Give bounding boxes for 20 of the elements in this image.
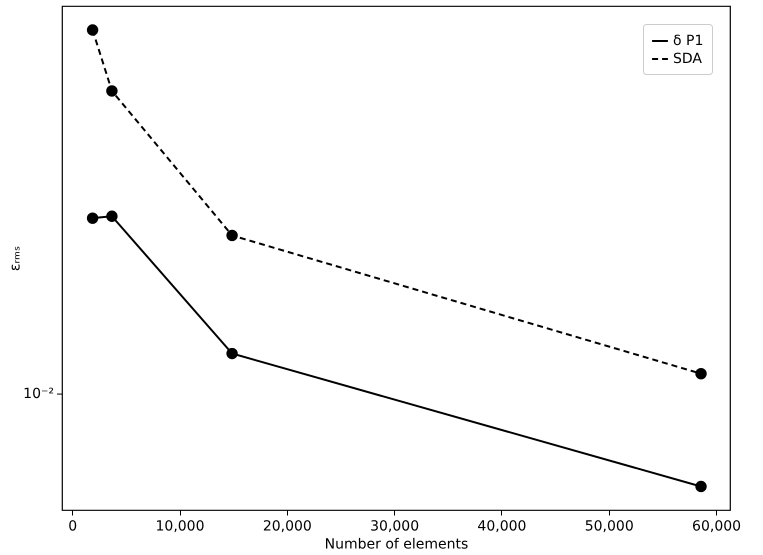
- legend-label: δ P1: [673, 33, 704, 49]
- x-tick-label: 10,000: [156, 518, 205, 534]
- x-tick-label: 60,000: [692, 518, 742, 534]
- x-tick-label: 0: [68, 518, 78, 534]
- point: [226, 348, 238, 360]
- text: 10⁻²: [23, 386, 54, 402]
- point: [226, 230, 238, 242]
- x-tick-label: 20,000: [262, 518, 312, 534]
- point: [106, 210, 118, 222]
- x-tick-label: 30,000: [370, 518, 420, 534]
- legend-label: SDA: [673, 51, 702, 67]
- point: [106, 85, 118, 97]
- y-axis-title: εᵣₘₛ: [8, 246, 24, 272]
- x-tick-label: 50,000: [584, 518, 634, 534]
- point: [86, 24, 98, 36]
- x-tick-label: 40,000: [477, 518, 526, 534]
- point: [86, 212, 98, 224]
- x-axis-title: Number of elements: [324, 536, 468, 552]
- point: [695, 368, 707, 380]
- point: [695, 480, 707, 492]
